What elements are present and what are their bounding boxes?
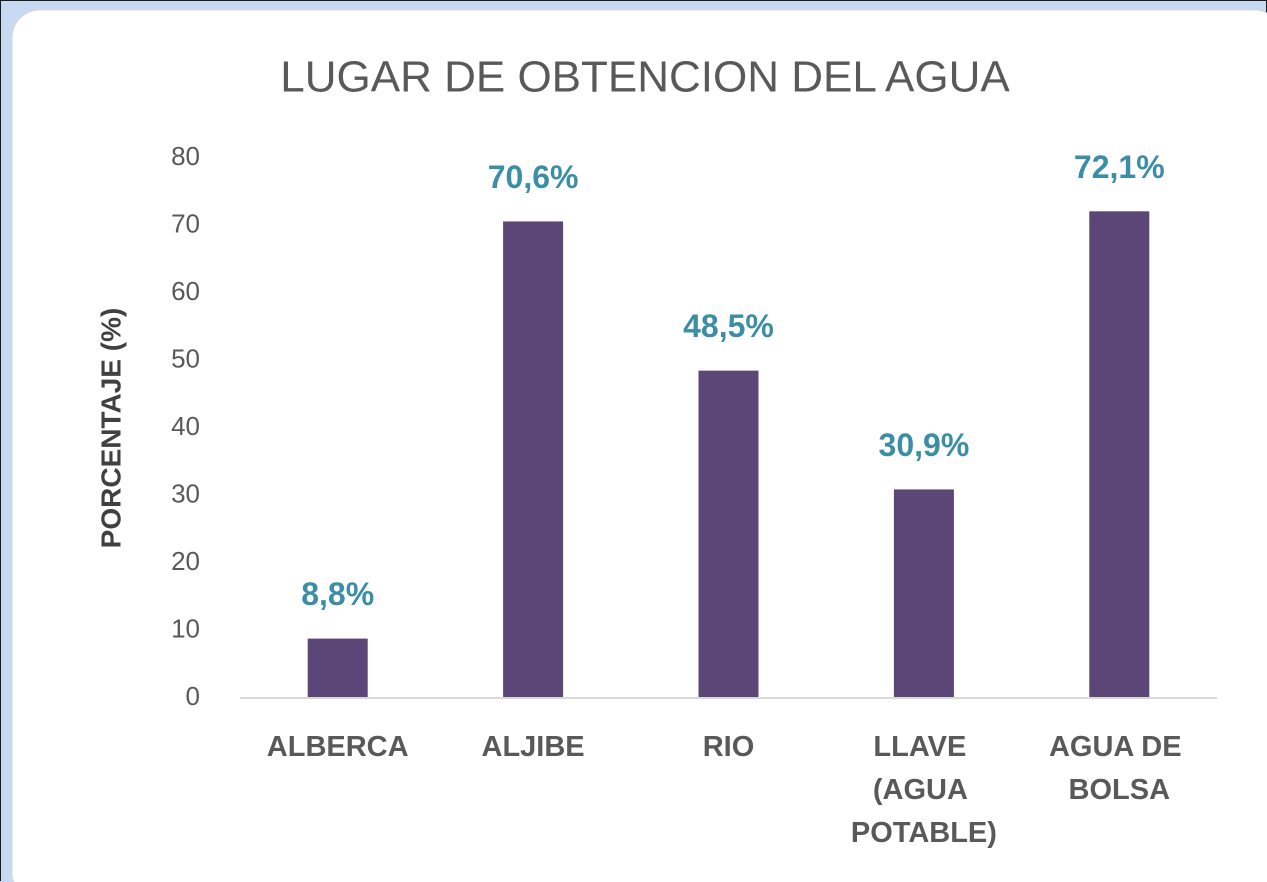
y-axis-label: PORCENTAJE (%) bbox=[95, 308, 126, 549]
data-label: 30,9% bbox=[879, 427, 970, 463]
x-tick-label: LLAVE (AGUA POTABLE) bbox=[851, 731, 997, 849]
y-tick-label: 50 bbox=[171, 343, 200, 373]
y-tick-label: 70 bbox=[171, 208, 200, 238]
data-label: 70,6% bbox=[488, 159, 579, 195]
data-label: 72,1% bbox=[1074, 149, 1165, 185]
bar bbox=[698, 370, 759, 698]
x-tick-label: ALJIBE bbox=[482, 731, 585, 763]
x-tick-label: RIO bbox=[703, 731, 755, 763]
y-tick-label: 10 bbox=[171, 613, 200, 643]
y-tick-label: 30 bbox=[171, 478, 200, 508]
x-tick-label: ALBERCA bbox=[267, 731, 409, 763]
chart-title: LUGAR DE OBTENCION DEL AGUA bbox=[280, 53, 1010, 102]
bar bbox=[503, 221, 564, 698]
x-tick-label: AGUA DE BOLSA bbox=[1049, 731, 1190, 806]
bar bbox=[893, 489, 954, 698]
data-label: 8,8% bbox=[301, 576, 374, 612]
y-tick-label: 80 bbox=[171, 141, 200, 171]
bar bbox=[307, 638, 368, 698]
y-tick-label: 20 bbox=[171, 546, 200, 576]
y-tick-label: 40 bbox=[171, 411, 200, 441]
y-tick-label: 60 bbox=[171, 276, 200, 306]
y-tick-label: 0 bbox=[186, 681, 200, 711]
bar bbox=[1089, 211, 1150, 698]
data-label: 48,5% bbox=[683, 308, 774, 344]
